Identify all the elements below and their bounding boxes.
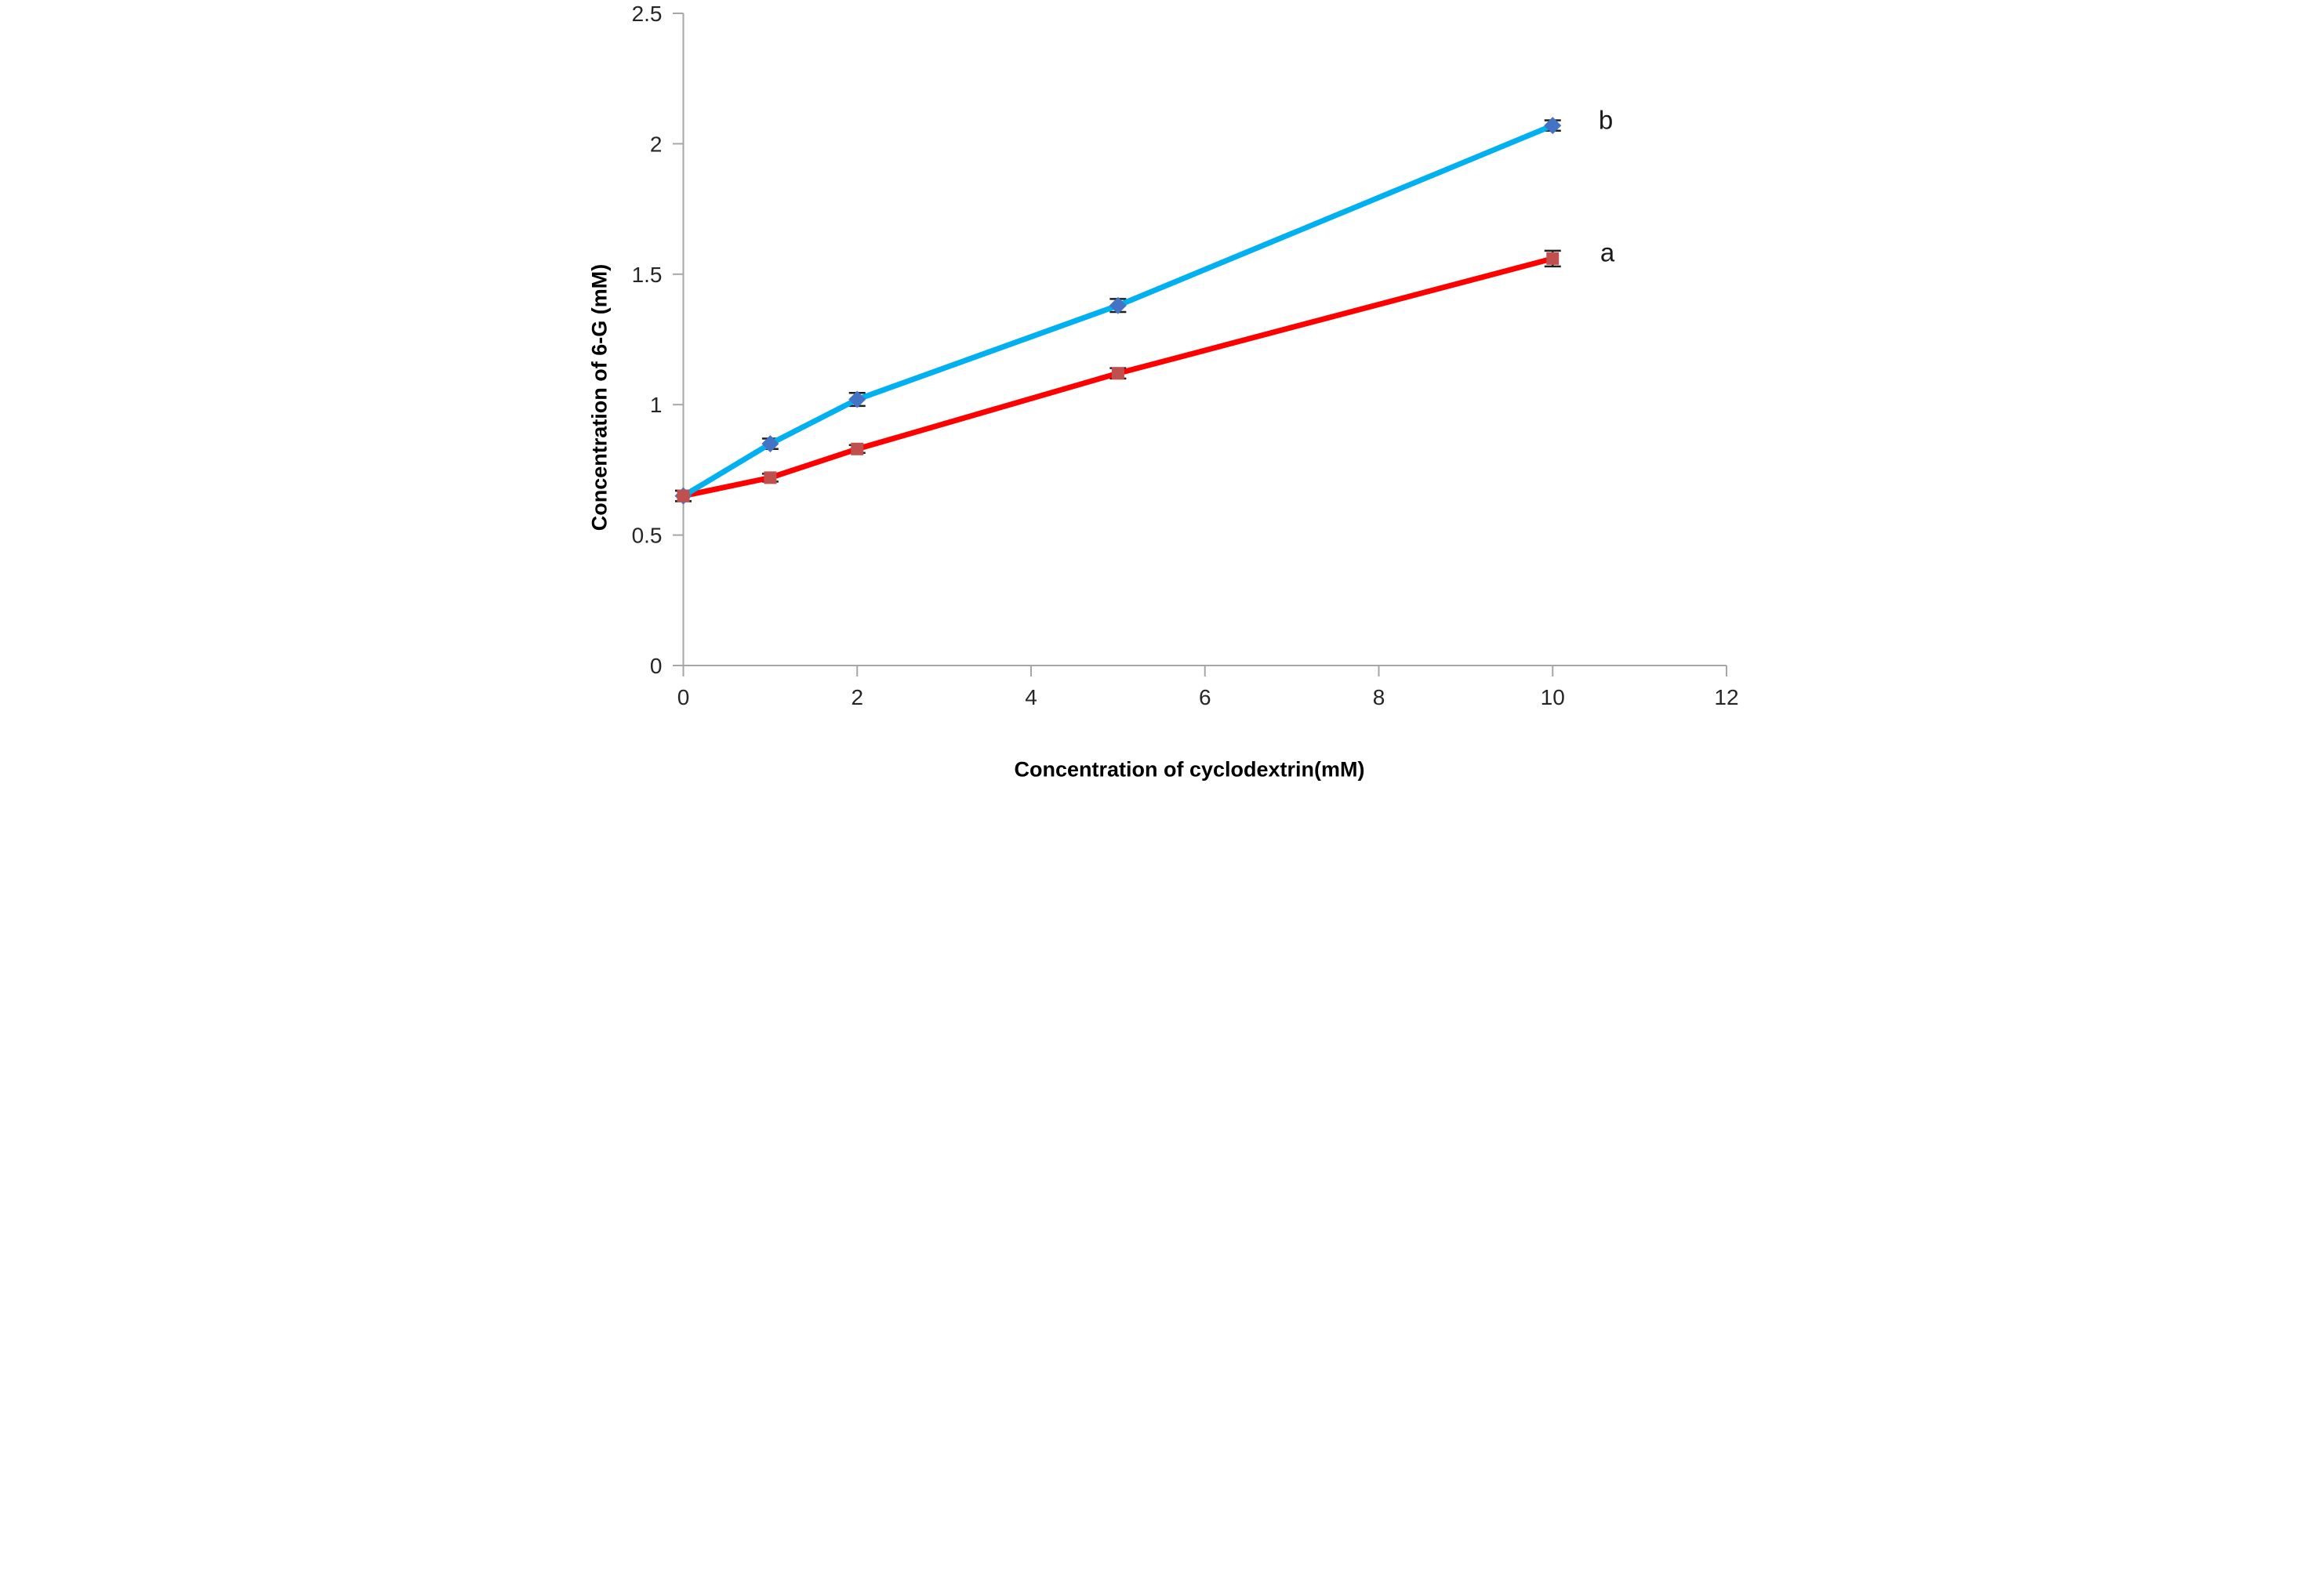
series-a-marker <box>677 489 690 502</box>
line-chart-figure: 0 0.5 1 1.5 2 2.5 0 2 4 6 8 10 12 Concentration of 6… <box>581 0 1743 787</box>
series-b-marker <box>848 390 866 408</box>
x-tick-label: 12 <box>1714 685 1738 709</box>
x-tick-label: 8 <box>1373 685 1385 709</box>
series-b-marker <box>761 435 779 453</box>
series-b-marker <box>1544 117 1562 135</box>
series-b-marker <box>1109 296 1127 314</box>
series-a-end-label: a <box>1600 238 1615 267</box>
y-tick-label: 2 <box>650 132 663 156</box>
series-a-marker <box>1111 367 1124 380</box>
y-tick-label: 0 <box>650 654 663 678</box>
x-axis-title: Concentration of cyclodextrin(mM) <box>1014 757 1365 782</box>
series-a-marker <box>1546 252 1560 265</box>
plot-canvas: 0 0.5 1 1.5 2 2.5 0 2 4 6 8 10 12 <box>632 2 1739 709</box>
y-axis-title: Concentration of 6-G (mM) <box>587 263 612 531</box>
series-a-marker <box>851 442 864 455</box>
y-tick-label: 1 <box>650 393 663 417</box>
y-tick-label: 0.5 <box>632 524 663 548</box>
y-tick-label: 2.5 <box>632 2 663 26</box>
y-tick-label: 1.5 <box>632 263 663 287</box>
x-tick-label: 2 <box>851 685 863 709</box>
series-b-end-label: b <box>1598 105 1614 135</box>
x-tick-label: 6 <box>1199 685 1211 709</box>
x-tick-label: 10 <box>1541 685 1565 709</box>
series-a-marker <box>764 471 777 484</box>
x-tick-label: 4 <box>1025 685 1037 709</box>
x-tick-label: 0 <box>677 685 690 709</box>
